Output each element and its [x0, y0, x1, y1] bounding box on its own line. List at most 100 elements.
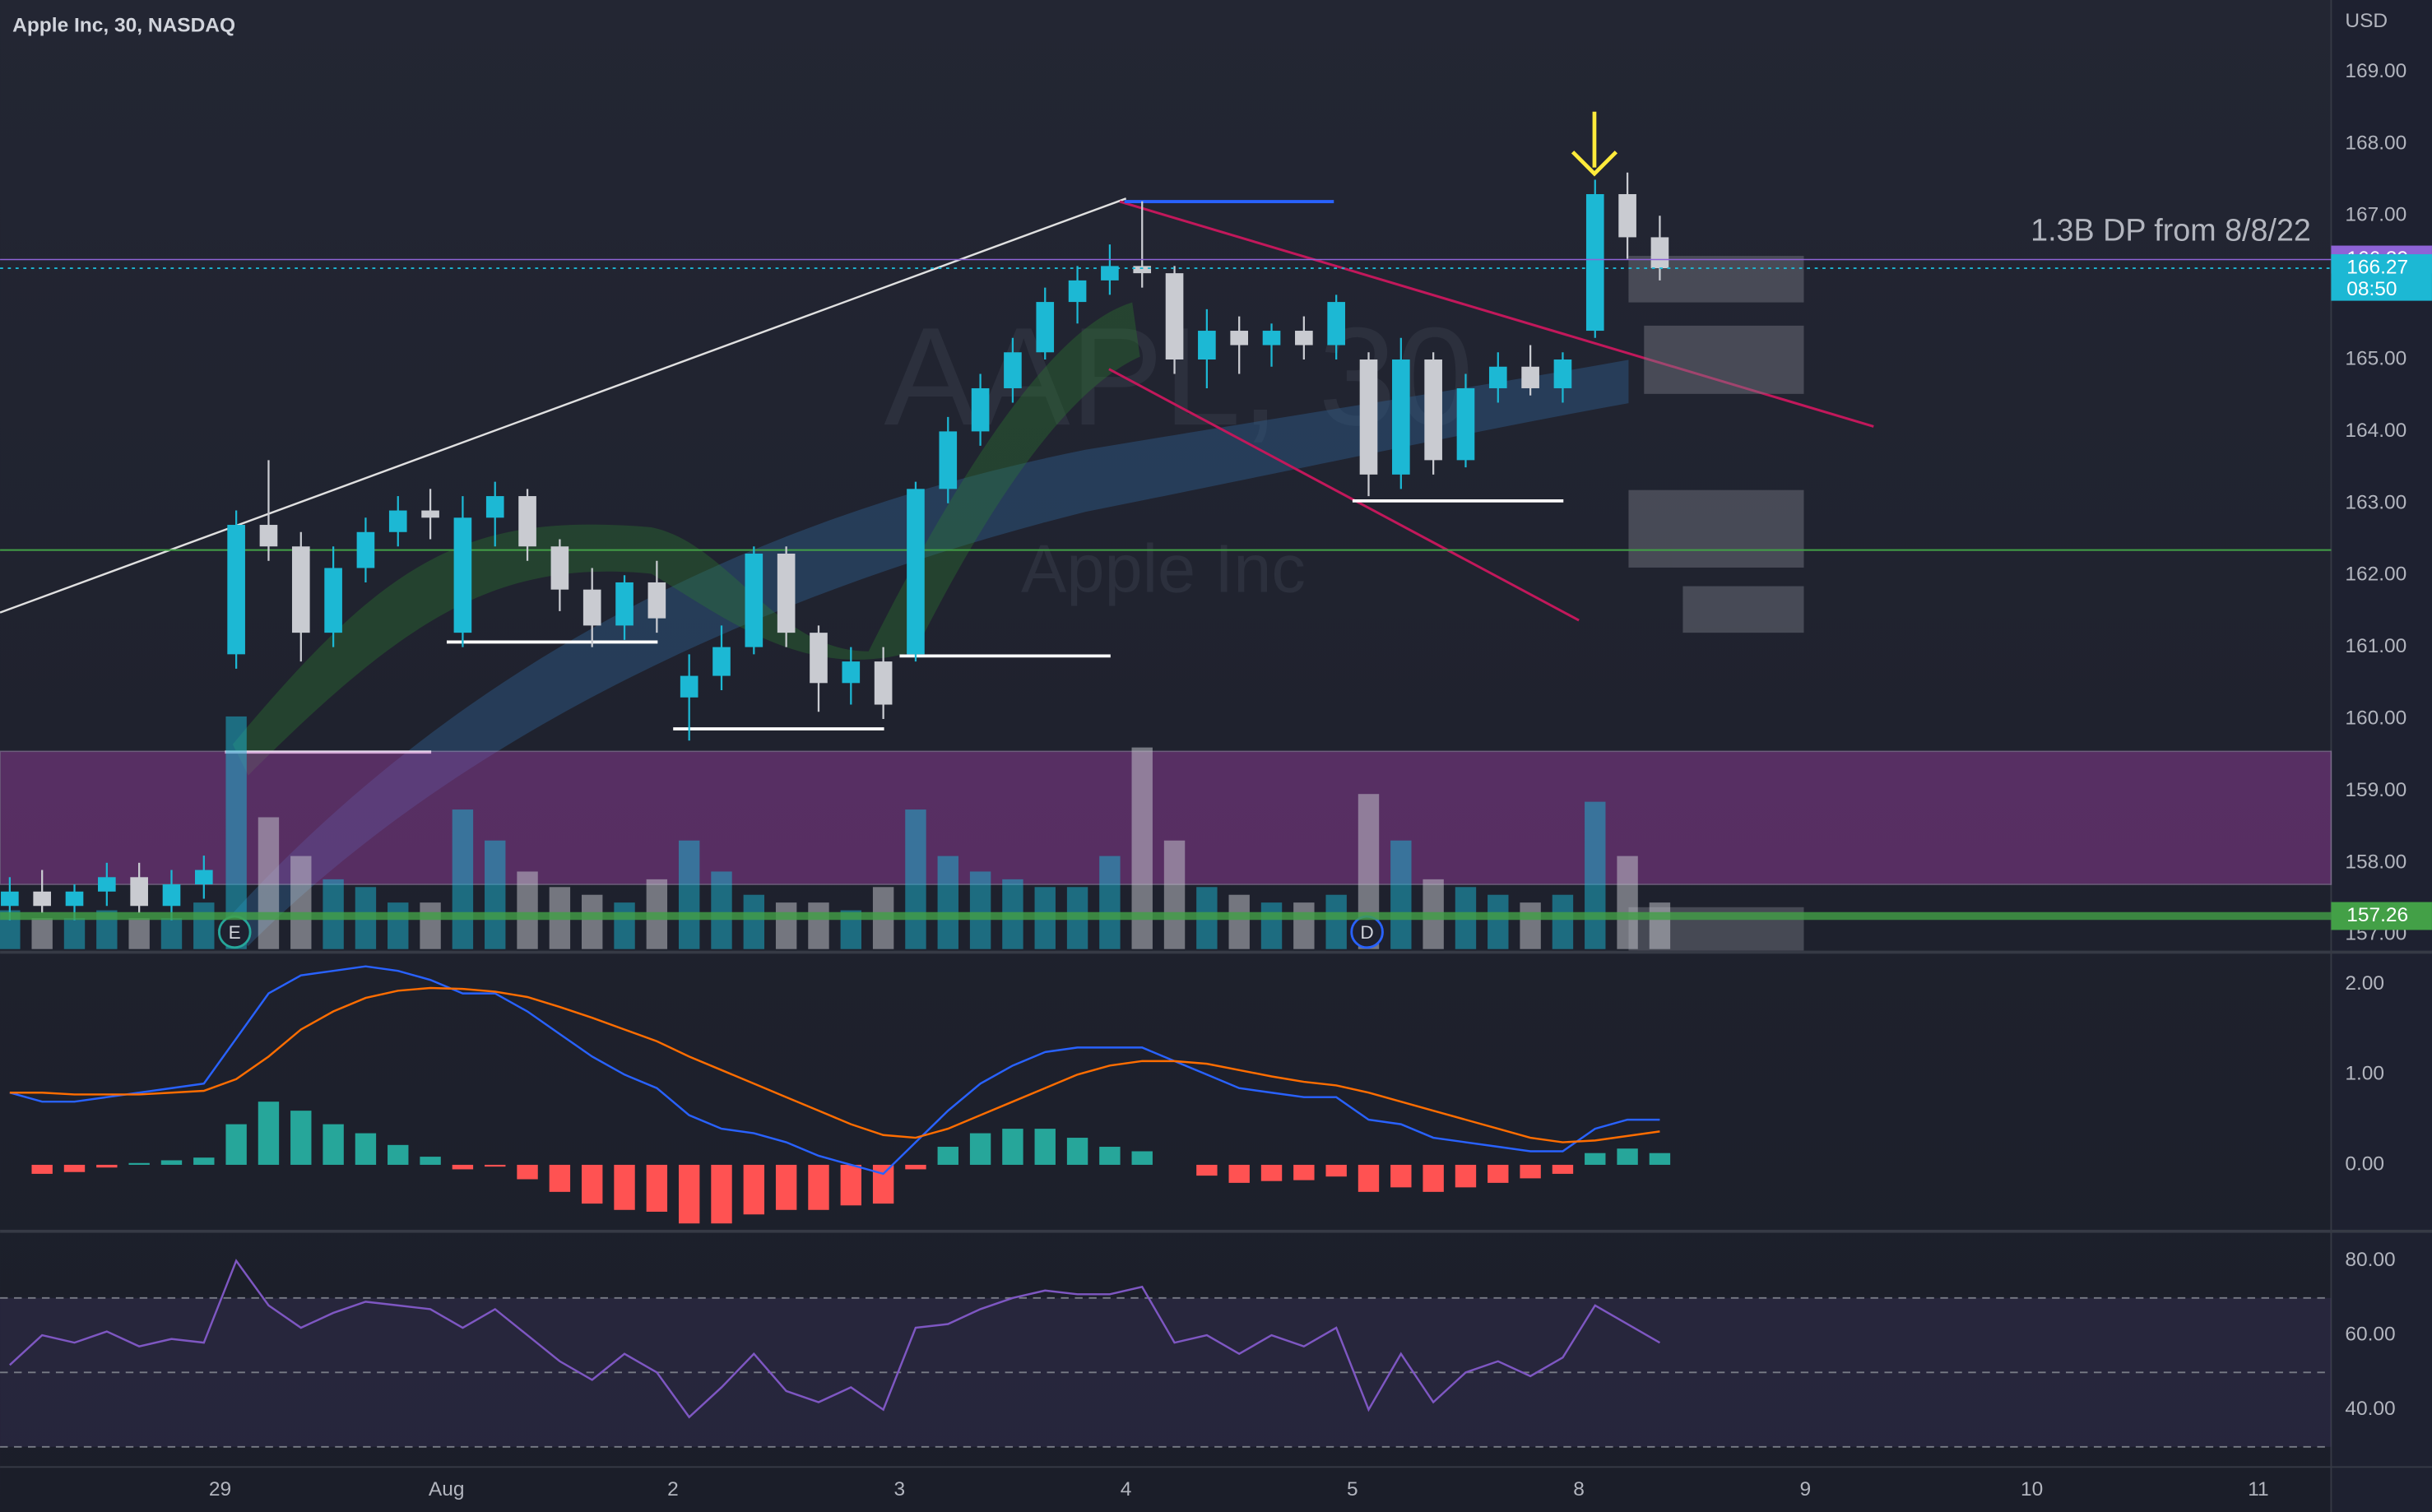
histogram-bar — [388, 1144, 409, 1165]
candle-body — [810, 633, 828, 684]
histogram-bar — [969, 1133, 991, 1165]
candle-body — [745, 553, 763, 647]
volume-bar — [452, 809, 474, 949]
volume-bar — [1390, 840, 1412, 949]
histogram-bar — [323, 1124, 344, 1165]
histogram-bar — [808, 1164, 829, 1210]
x-tick-label: 29 — [209, 1478, 231, 1500]
y-tick-label: 167.00 — [2345, 204, 2406, 226]
trendline — [1108, 368, 1580, 622]
candle-body — [1295, 331, 1313, 346]
volume-bar — [1260, 902, 1283, 949]
y-tick-label: 165.00 — [2345, 347, 2406, 369]
histogram-bar — [549, 1164, 571, 1192]
histogram-bar — [1585, 1153, 1606, 1165]
candle-body — [874, 661, 893, 705]
chart-title: Apple Inc, 30, NASDAQ — [12, 15, 235, 37]
histogram-bar — [646, 1164, 668, 1212]
histogram-bar — [517, 1164, 538, 1180]
histogram-bar — [775, 1164, 797, 1210]
histogram-bar — [711, 1164, 732, 1224]
histogram-bar — [743, 1164, 765, 1215]
ema-ribbon — [232, 302, 1140, 776]
histogram-bar — [1552, 1164, 1574, 1174]
y-tick-label: 164.00 — [2345, 420, 2406, 442]
volume-bar — [808, 902, 829, 949]
histogram-bar — [614, 1164, 635, 1210]
histogram-bar — [905, 1164, 926, 1170]
histogram-bar — [1034, 1129, 1056, 1165]
histogram-bar — [1649, 1153, 1671, 1165]
y-tick-label: 40.00 — [2345, 1398, 2395, 1420]
candle-body — [130, 877, 148, 907]
volume-bar — [128, 917, 150, 949]
candle-body — [1165, 273, 1184, 360]
candle-body — [1101, 266, 1119, 281]
candle-body — [1521, 366, 1539, 388]
candle-body — [1004, 352, 1022, 388]
candle-body — [356, 531, 375, 568]
currency: USD — [2345, 10, 2388, 32]
candle-body — [162, 884, 181, 907]
volume-bar — [1293, 902, 1315, 949]
candle-body — [680, 675, 699, 698]
volume-bar — [937, 856, 958, 949]
histogram-bar — [872, 1164, 894, 1204]
candle-body — [1553, 359, 1572, 388]
volume-bar — [193, 902, 215, 949]
candle-body — [1198, 331, 1216, 360]
histogram-bar — [582, 1164, 603, 1204]
volume-bar — [160, 917, 183, 949]
histogram-bar — [1325, 1164, 1347, 1177]
candle-body — [518, 496, 536, 547]
histogram-bar — [1617, 1148, 1638, 1165]
event-label: E — [229, 922, 241, 943]
volume-bar — [614, 902, 635, 949]
signal-line — [9, 986, 1660, 1143]
histogram-bar — [355, 1133, 377, 1165]
x-tick-label: Aug — [429, 1478, 465, 1500]
y-tick-label: 0.00 — [2345, 1153, 2384, 1175]
macd-line — [9, 965, 1660, 1176]
histogram-bar — [937, 1147, 958, 1165]
histogram-bar — [160, 1160, 183, 1165]
candle-body — [971, 387, 990, 432]
candle-body — [1133, 266, 1152, 274]
histogram-bar — [485, 1164, 506, 1167]
y-tick-label: 162.00 — [2345, 564, 2406, 586]
volume-bar — [1488, 894, 1509, 949]
y-tick-label: 60.00 — [2345, 1324, 2395, 1346]
histogram-bar — [1260, 1164, 1283, 1181]
volume-bar — [485, 840, 506, 949]
price-axis — [2331, 0, 2432, 1512]
candle-body — [1, 891, 19, 907]
candle-body — [1036, 302, 1055, 353]
histogram-bar — [31, 1164, 53, 1174]
y-tick-label: 161.00 — [2345, 635, 2406, 657]
candle-body — [194, 870, 213, 885]
volume-bar — [1228, 894, 1250, 949]
volume-bar — [1552, 894, 1574, 949]
volume-bar — [743, 894, 765, 949]
candle-body — [33, 891, 51, 907]
candle-body — [227, 525, 245, 655]
volume-bar — [1325, 894, 1347, 949]
candle-body — [1456, 387, 1475, 461]
volume-bar — [1163, 840, 1186, 949]
histogram-bar — [1066, 1138, 1088, 1165]
event-label: D — [1360, 922, 1373, 943]
y-tick-label: 2.00 — [2345, 972, 2384, 995]
histogram-bar — [193, 1157, 215, 1165]
candle-body — [1068, 280, 1087, 303]
candle-body — [1488, 366, 1507, 388]
histogram-bar — [128, 1162, 150, 1165]
histogram-bar — [63, 1164, 86, 1172]
price-label: 157.26 — [2346, 904, 2408, 926]
histogram-bar — [1455, 1164, 1477, 1188]
candle-body — [485, 496, 504, 518]
histogram-bar — [225, 1124, 247, 1165]
histogram-bar — [840, 1164, 861, 1206]
candle-body — [582, 589, 601, 626]
volume-bar — [225, 716, 247, 949]
volume-bar — [1649, 902, 1671, 949]
